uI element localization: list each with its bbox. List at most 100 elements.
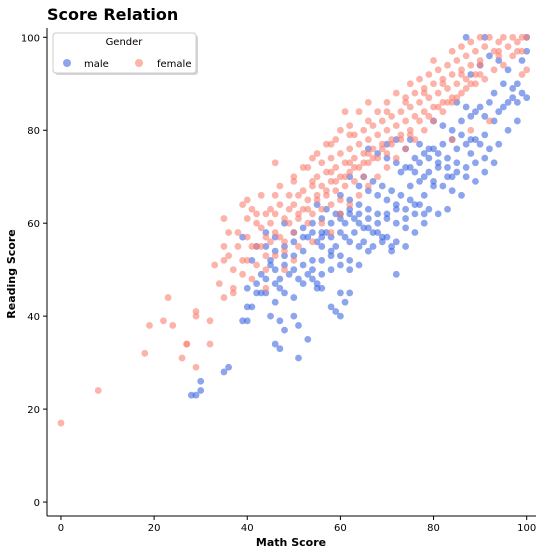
data-point-male <box>518 89 526 97</box>
data-point-female <box>313 196 321 204</box>
data-point-male <box>444 173 451 181</box>
data-point-male <box>332 308 340 315</box>
data-point-male <box>323 229 330 236</box>
data-point-female <box>220 215 228 222</box>
data-point-male <box>402 205 409 213</box>
data-point-male <box>295 275 302 283</box>
data-point-male <box>290 266 298 274</box>
data-point-female <box>257 224 265 232</box>
data-point-male <box>383 196 391 204</box>
data-point-female <box>448 47 456 55</box>
data-point-male <box>197 387 205 394</box>
data-point-female <box>309 210 316 218</box>
data-point-male <box>295 322 302 329</box>
data-point-female <box>192 312 200 320</box>
data-point-male <box>267 312 274 320</box>
data-point-female <box>462 85 470 92</box>
legend-marker-female <box>135 59 143 67</box>
data-point-male <box>430 177 437 185</box>
data-point-female <box>206 340 214 348</box>
data-point-female <box>430 57 437 64</box>
data-point-female <box>262 210 270 218</box>
data-point-female <box>234 243 242 250</box>
data-point-male <box>420 191 428 199</box>
data-point-female <box>299 187 307 195</box>
data-point-female <box>486 33 493 41</box>
data-point-male <box>392 136 400 143</box>
data-point-male <box>406 196 414 204</box>
data-point-female <box>318 205 326 213</box>
data-point-female <box>383 126 391 134</box>
data-point-female <box>523 66 531 74</box>
data-point-male <box>486 52 493 60</box>
data-point-female <box>425 112 433 120</box>
data-point-male <box>257 270 265 278</box>
data-point-female <box>295 210 302 218</box>
data-point-male <box>458 131 465 139</box>
data-point-male <box>332 243 340 250</box>
data-point-male <box>462 140 470 148</box>
data-point-male <box>425 154 433 162</box>
data-point-female <box>323 140 330 148</box>
data-point-female <box>383 98 391 106</box>
x-tick-label: 40 <box>241 523 254 534</box>
data-point-male <box>197 377 205 385</box>
data-point-male <box>337 191 344 199</box>
data-point-female <box>472 80 479 88</box>
data-point-male <box>458 117 465 125</box>
data-point-male <box>481 33 489 41</box>
data-point-female <box>267 205 274 213</box>
data-point-female <box>337 126 344 134</box>
data-point-female <box>360 159 368 167</box>
data-point-female <box>267 238 274 246</box>
x-axis-label: Math Score <box>256 536 326 549</box>
data-point-female <box>420 89 428 97</box>
data-point-male <box>374 229 382 236</box>
data-point-female <box>448 94 456 102</box>
data-point-male <box>271 340 279 348</box>
chart-title: Score Relation <box>47 5 178 24</box>
data-point-female <box>425 71 433 78</box>
data-point-male <box>490 159 498 167</box>
data-point-male <box>397 168 405 176</box>
data-point-female <box>448 98 456 106</box>
data-point-female <box>271 210 279 218</box>
data-point-female <box>434 89 442 97</box>
data-point-female <box>327 154 335 162</box>
data-point-female <box>332 187 340 195</box>
data-point-female <box>332 177 340 185</box>
data-point-male <box>439 122 447 129</box>
data-point-female <box>313 150 321 157</box>
data-point-female <box>467 80 475 88</box>
data-point-female <box>476 71 484 78</box>
data-point-male <box>187 391 195 399</box>
data-point-male <box>439 140 447 148</box>
data-point-male <box>281 289 288 297</box>
data-point-male <box>420 210 428 218</box>
data-point-male <box>513 117 521 125</box>
data-point-male <box>304 335 312 343</box>
data-point-female <box>271 252 279 260</box>
data-point-male <box>243 317 251 325</box>
data-point-male <box>309 229 316 236</box>
data-point-male <box>495 140 503 148</box>
data-point-female <box>276 182 284 190</box>
data-point-female <box>495 47 503 55</box>
data-point-male <box>458 191 465 199</box>
data-point-female <box>327 168 335 176</box>
data-point-female <box>350 177 358 185</box>
data-point-female <box>229 284 237 292</box>
data-point-male <box>285 270 293 278</box>
data-point-male <box>420 173 428 181</box>
data-point-female <box>141 349 149 357</box>
data-point-male <box>467 150 475 157</box>
data-point-male <box>392 201 400 209</box>
data-point-male <box>490 117 498 125</box>
data-point-female <box>467 126 475 134</box>
data-point-female <box>146 322 153 329</box>
data-point-male <box>337 261 344 269</box>
data-point-female <box>192 308 200 315</box>
data-point-female <box>309 238 316 246</box>
data-point-male <box>248 303 256 311</box>
y-tick-label: 0 <box>34 498 40 509</box>
